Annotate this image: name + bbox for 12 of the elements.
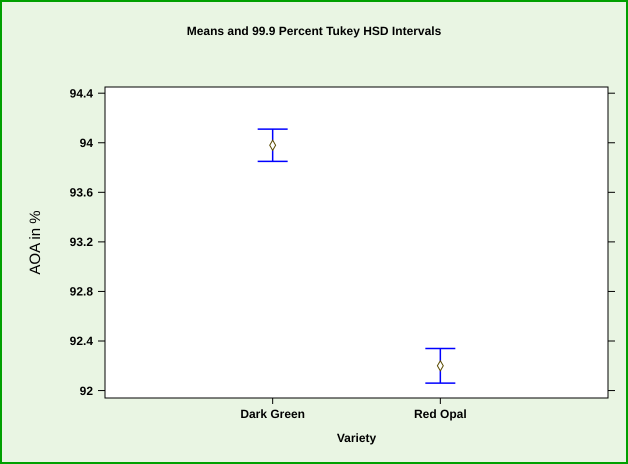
y-tick-label: 94.4 — [70, 86, 94, 100]
y-tick-label: 92 — [80, 384, 94, 398]
x-tick-label: Red Opal — [414, 407, 467, 421]
x-axis-title: Variety — [336, 431, 376, 445]
y-tick-label: 92.4 — [70, 334, 94, 348]
y-tick-label: 93.2 — [70, 235, 94, 250]
y-tick-label: 92.8 — [70, 284, 94, 299]
y-axis-title: AOA in % — [27, 210, 44, 275]
chart-title: Means and 99.9 Percent Tukey HSD Intervals — [186, 24, 442, 38]
y-tick-label: 93.6 — [70, 186, 94, 200]
y-tick-label: 94 — [80, 136, 94, 150]
x-tick-label: Dark Green — [240, 407, 306, 421]
